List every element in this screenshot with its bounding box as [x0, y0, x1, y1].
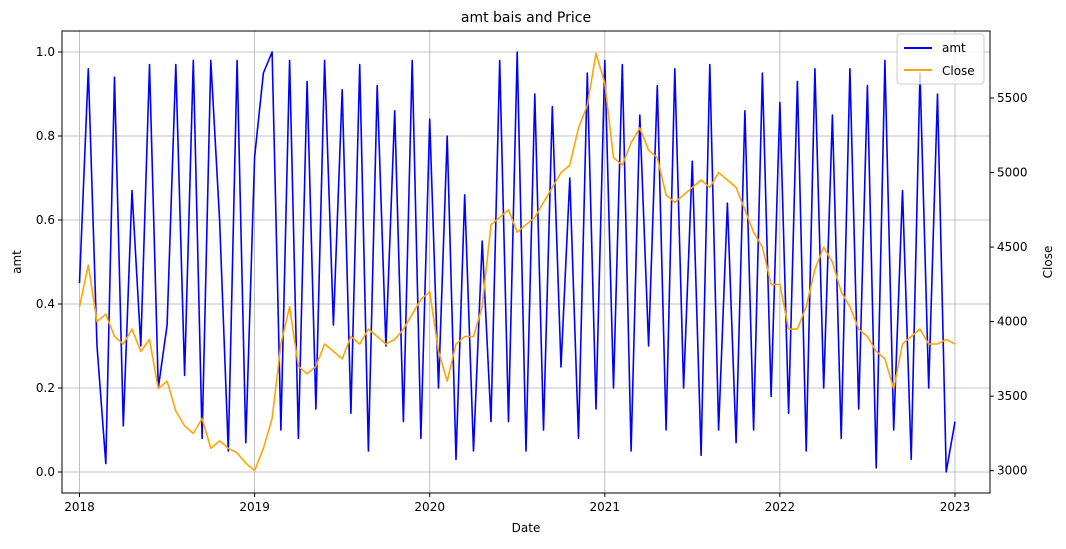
x-axis-label: Date — [512, 521, 541, 535]
legend: amt Close — [896, 33, 985, 85]
chart-title: amt bais and Price — [461, 10, 591, 26]
y-axis-right-label: Close — [1041, 246, 1055, 279]
y-axis-right: 3000 3500 4000 4500 5000 5500 — [990, 91, 1028, 478]
x-tick-label: 2018 — [64, 500, 95, 514]
y-left-tick-label: 0.2 — [36, 381, 55, 395]
plot-frame — [61, 30, 991, 494]
legend-label-amt: amt — [942, 41, 966, 55]
y-left-tick-label: 0.6 — [36, 213, 55, 227]
x-tick-label: 2022 — [765, 500, 796, 514]
y-left-tick-label: 0.0 — [36, 465, 55, 479]
x-axis: 2018 2019 2020 2021 2022 2023 — [64, 493, 970, 514]
x-tick-label: 2023 — [940, 500, 971, 514]
y-left-tick-label: 0.8 — [36, 129, 55, 143]
y-left-tick-label: 1.0 — [36, 45, 55, 59]
legend-label-close: Close — [942, 64, 975, 78]
y-right-tick-label: 4500 — [997, 240, 1028, 254]
y-right-tick-label: 3000 — [997, 464, 1028, 478]
x-tick-label: 2020 — [414, 500, 445, 514]
y-right-tick-label: 5500 — [997, 91, 1028, 105]
y-left-tick-label: 0.4 — [36, 297, 55, 311]
legend-box — [896, 33, 985, 85]
y-axis-left: 0.0 0.2 0.4 0.6 0.8 1.0 — [36, 45, 62, 479]
series-layer — [78, 51, 956, 473]
x-tick-label: 2021 — [590, 500, 621, 514]
y-right-tick-label: 5000 — [997, 166, 1028, 180]
y-axis-left-label: amt — [10, 250, 24, 274]
x-tick-label: 2019 — [239, 500, 270, 514]
y-right-tick-label: 4000 — [997, 315, 1028, 329]
series-line-amt — [78, 51, 956, 473]
y-right-tick-label: 3500 — [997, 389, 1028, 403]
series-line-close — [78, 52, 956, 472]
